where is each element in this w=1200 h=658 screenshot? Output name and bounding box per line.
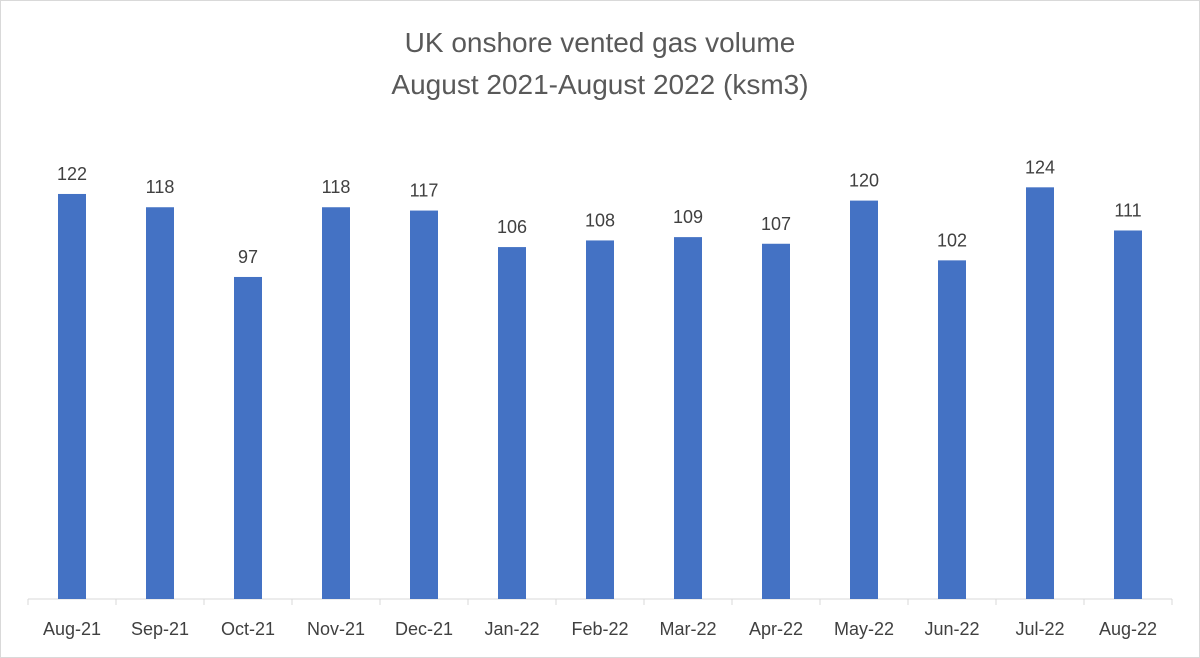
bar-apr-22 [762,243,790,599]
bar-mar-22 [674,237,702,599]
x-tick-label: Feb-22 [571,619,628,639]
data-label: 124 [1025,157,1055,177]
bar-jun-22 [938,260,966,599]
x-tick-label: Jan-22 [484,619,539,639]
bar-dec-21 [410,210,438,599]
data-label: 120 [849,171,879,191]
data-label: 107 [761,214,791,234]
x-tick-label: Oct-21 [221,619,275,639]
x-tick-label: Jul-22 [1015,619,1064,639]
bar-aug-21 [58,193,86,599]
x-tick-label: Jun-22 [924,619,979,639]
x-tick-label: Aug-21 [43,619,101,639]
bar-feb-22 [586,240,614,599]
bar-aug-22 [1114,230,1142,600]
x-tick-label: Mar-22 [659,619,716,639]
data-label: 102 [937,230,967,250]
bar-nov-21 [322,207,350,600]
data-label: 106 [497,217,527,237]
x-tick-label: Dec-21 [395,619,453,639]
data-label: 122 [57,164,87,184]
bar-sep-21 [146,207,174,600]
x-tick-label: Aug-22 [1099,619,1157,639]
data-label: 111 [1114,200,1141,220]
x-tick-label: May-22 [834,619,894,639]
bar-jan-22 [498,247,526,599]
data-label: 118 [146,177,175,197]
x-tick-label: Sep-21 [131,619,189,639]
bar-may-22 [850,200,878,599]
data-label: 109 [673,207,703,227]
data-label: 97 [238,247,258,267]
x-tick-label: Nov-21 [307,619,365,639]
chart-subtitle: August 2021-August 2022 (ksm3) [391,69,809,100]
chart-title: UK onshore vented gas volume [404,27,796,58]
data-label: 108 [585,210,615,230]
bar-jul-22 [1026,187,1054,599]
data-label: 117 [410,181,439,201]
bar-oct-21 [234,276,262,599]
x-tick-label: Apr-22 [749,619,803,639]
data-label: 118 [322,177,351,197]
